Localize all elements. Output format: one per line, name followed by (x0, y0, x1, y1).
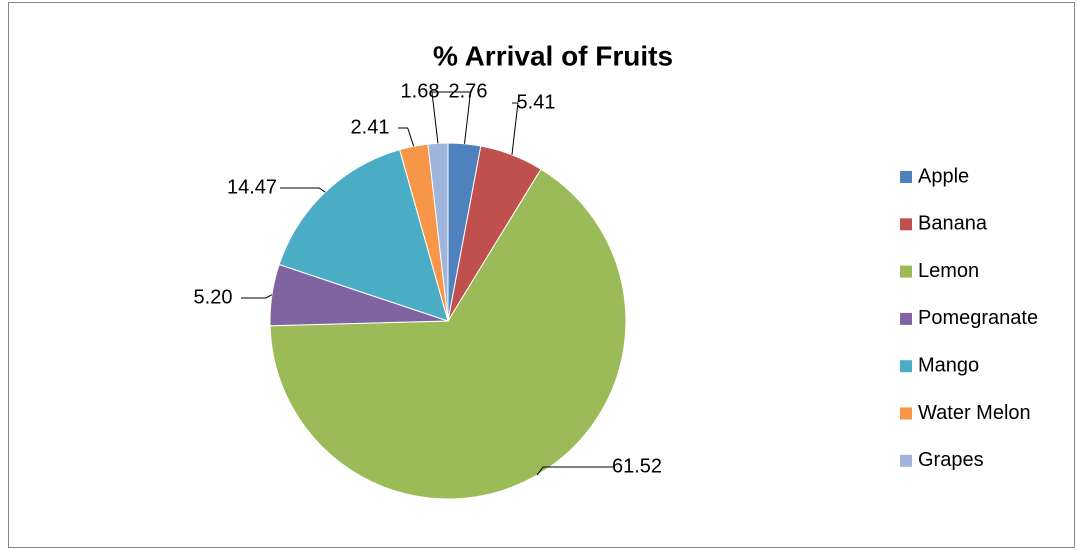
leader-line (431, 91, 448, 144)
legend-label: Mango (918, 354, 979, 376)
legend-swatch (900, 218, 912, 231)
legend-label: Water Melon (918, 402, 1031, 424)
legend-swatch (900, 265, 912, 278)
legend-swatch (900, 454, 912, 467)
data-label: 2.41 (351, 116, 390, 138)
data-label: 5.41 (517, 91, 556, 113)
leader-line (444, 91, 472, 144)
data-label: 2.76 (449, 80, 488, 102)
data-label: 61.52 (612, 455, 662, 477)
leader-line (280, 187, 326, 193)
leader-line (398, 127, 415, 147)
legend-label: Banana (918, 213, 988, 235)
legend-label: Pomegranate (918, 307, 1038, 329)
legend-swatch (900, 312, 912, 325)
chart-title: % Arrival of Fruits (433, 40, 673, 71)
leader-line (511, 102, 519, 155)
legend-label: Apple (918, 165, 969, 187)
legend-swatch (900, 360, 912, 373)
legend-swatch (900, 171, 912, 183)
legend-label: Lemon (918, 260, 979, 282)
leader-line (536, 466, 613, 476)
data-label: 1.68 (401, 80, 440, 102)
leader-line (241, 294, 273, 299)
legend-label: Grapes (918, 449, 984, 471)
legend-swatch (900, 407, 912, 420)
data-label: 14.47 (227, 176, 277, 198)
data-label: 5.20 (194, 286, 233, 308)
